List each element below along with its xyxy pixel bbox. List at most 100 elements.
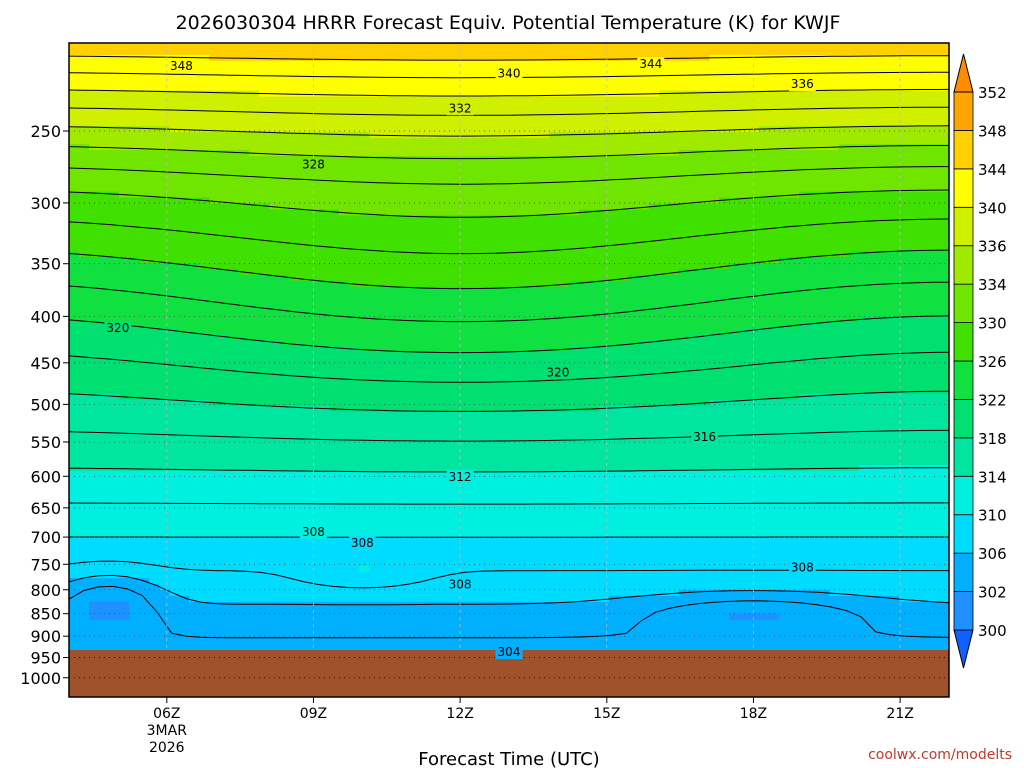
field-cell: [659, 328, 670, 335]
field-cell: [899, 274, 910, 282]
field-cell: [149, 304, 160, 312]
field-cell: [79, 78, 90, 86]
field-cell: [209, 114, 220, 121]
field-cell: [439, 150, 450, 157]
field-cell: [699, 251, 710, 258]
field-cell: [659, 120, 670, 127]
field-cell: [849, 215, 860, 222]
field-cell: [479, 66, 490, 74]
field-cell: [749, 358, 760, 365]
field-cell: [309, 233, 320, 240]
field-cell: [569, 197, 580, 205]
field-cell: [279, 262, 290, 270]
field-cell: [229, 215, 240, 222]
field-cell: [609, 144, 620, 151]
field-cell: [419, 197, 430, 205]
field-cell: [189, 173, 200, 181]
field-cell: [559, 54, 570, 62]
field-cell: [809, 191, 820, 199]
field-cell: [749, 340, 760, 347]
field-cell: [319, 233, 330, 240]
field-cell: [169, 167, 180, 175]
field-cell: [829, 286, 840, 294]
field-cell: [189, 108, 200, 115]
field-cell: [409, 358, 420, 365]
field-cell: [359, 48, 370, 56]
field-cell: [309, 191, 320, 199]
field-cell: [829, 102, 840, 109]
field-cell: [259, 298, 270, 306]
field-cell: [639, 221, 650, 228]
field-cell: [429, 233, 440, 240]
field-cell: [549, 280, 560, 288]
field-cell: [619, 340, 630, 347]
field-cell: [139, 114, 150, 121]
field-cell: [309, 90, 320, 98]
field-cell: [139, 96, 150, 104]
field-cell: [569, 268, 580, 276]
field-cell: [699, 102, 710, 109]
field-cell: [99, 203, 110, 211]
field-cell: [489, 84, 500, 92]
field-cell: [429, 352, 440, 359]
field-cell: [109, 316, 120, 324]
field-cell: [749, 84, 760, 92]
field-cell: [349, 48, 360, 56]
field-cell: [479, 221, 490, 228]
field-cell: [109, 352, 120, 359]
field-cell: [699, 185, 710, 193]
field-cell: [399, 48, 410, 56]
field-cell: [309, 179, 320, 187]
field-cell: [179, 72, 190, 80]
field-cell: [239, 280, 250, 288]
field-cell: [809, 185, 820, 193]
field-cell: [799, 298, 810, 306]
field-cell: [879, 72, 890, 80]
field-cell: [929, 316, 940, 324]
field-cell: [689, 144, 700, 151]
field-cell: [519, 197, 530, 205]
field-cell: [679, 352, 690, 359]
field-cell: [309, 209, 320, 217]
field-cell: [119, 280, 130, 288]
field-cell: [579, 292, 590, 300]
field-cell: [319, 144, 330, 151]
field-cell: [689, 304, 700, 312]
field-cell: [459, 310, 470, 318]
field-cell: [379, 310, 390, 318]
field-cell: [79, 60, 90, 68]
field-cell: [789, 132, 800, 139]
field-cell: [529, 126, 540, 133]
field-cell: [679, 239, 690, 246]
field-cell: [409, 262, 420, 270]
field-cell: [739, 66, 750, 74]
field-cell: [429, 173, 440, 181]
field-cell: [179, 268, 190, 276]
field-cell: [909, 221, 920, 228]
field-cell: [849, 310, 860, 318]
field-cell: [519, 304, 530, 312]
field-cell: [379, 268, 390, 276]
field-cell: [379, 215, 390, 222]
field-cell: [759, 138, 770, 145]
field-cell: [429, 54, 440, 62]
field-cell: [79, 150, 90, 157]
field-cell: [939, 144, 949, 151]
field-cell: [529, 203, 540, 211]
field-cell: [399, 215, 410, 222]
field-cell: [879, 167, 890, 175]
field-cell: [229, 227, 240, 234]
field-cell: [569, 126, 580, 133]
field-cell: [459, 72, 470, 80]
field-cell: [919, 191, 930, 199]
field-cell: [239, 48, 250, 56]
field-cell: [379, 150, 390, 157]
field-cell: [589, 375, 600, 383]
field-cell: [589, 286, 600, 294]
field-cell: [639, 304, 650, 312]
field-cell: [409, 161, 420, 169]
field-cell: [899, 72, 910, 80]
field-cell: [929, 48, 940, 56]
field-cell: [349, 298, 360, 306]
field-cell: [499, 150, 510, 157]
